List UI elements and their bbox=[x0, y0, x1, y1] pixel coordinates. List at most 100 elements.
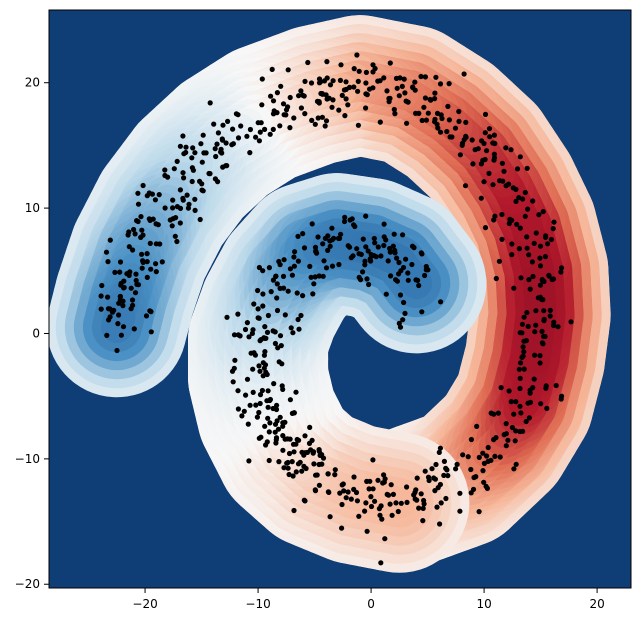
scatter-point bbox=[392, 111, 398, 117]
scatter-point bbox=[484, 453, 490, 459]
scatter-point bbox=[517, 385, 523, 392]
scatter-point bbox=[400, 232, 406, 238]
scatter-point bbox=[347, 244, 353, 250]
scatter-point bbox=[332, 467, 338, 473]
scatter-point bbox=[170, 205, 176, 211]
scatter-point bbox=[272, 329, 278, 335]
scatter-point bbox=[117, 269, 123, 275]
scatter-point bbox=[520, 428, 526, 434]
scatter-point bbox=[245, 421, 251, 427]
scatter-point bbox=[207, 171, 213, 177]
scatter-point bbox=[418, 250, 424, 256]
scatter-point bbox=[449, 134, 455, 140]
scatter-point bbox=[526, 277, 532, 283]
scatter-point bbox=[305, 59, 311, 66]
scatter-point bbox=[267, 131, 273, 137]
scatter-point bbox=[247, 150, 253, 156]
scatter-point bbox=[320, 273, 326, 279]
scatter-point bbox=[289, 272, 295, 278]
scatter-point bbox=[356, 513, 362, 519]
scatter-point bbox=[138, 234, 144, 240]
scatter-point bbox=[418, 491, 424, 497]
scatter-point bbox=[296, 326, 302, 332]
scatter-point bbox=[298, 88, 304, 94]
scatter-point bbox=[324, 96, 330, 102]
scatter-point bbox=[524, 165, 530, 171]
scatter-point bbox=[363, 80, 369, 86]
scatter-point bbox=[525, 323, 531, 329]
scatter-point bbox=[181, 151, 187, 157]
scatter-point bbox=[251, 301, 257, 307]
scatter-point bbox=[256, 409, 262, 416]
scatter-point bbox=[469, 137, 475, 143]
scatter-point bbox=[278, 343, 284, 349]
scatter-point bbox=[491, 155, 498, 161]
scatter-point bbox=[400, 264, 407, 271]
scatter-point bbox=[174, 204, 180, 210]
scatter-point bbox=[368, 258, 374, 264]
scatter-point bbox=[290, 473, 296, 479]
scatter-point bbox=[540, 333, 547, 339]
scatter-point bbox=[248, 350, 254, 356]
scatter-point bbox=[422, 468, 428, 474]
scatter-point bbox=[568, 319, 574, 325]
scatter-point bbox=[541, 308, 547, 314]
scatter-point bbox=[267, 397, 273, 404]
scatter-point bbox=[242, 326, 249, 333]
scatter-point bbox=[338, 231, 344, 237]
scatter-point bbox=[139, 265, 145, 271]
scatter-point bbox=[148, 266, 154, 272]
scatter-point bbox=[200, 132, 206, 138]
scatter-point bbox=[189, 178, 195, 185]
scatter-point bbox=[517, 403, 523, 409]
scatter-point bbox=[446, 81, 452, 87]
scatter-point bbox=[437, 129, 444, 135]
scatter-point bbox=[148, 309, 154, 315]
scatter-point bbox=[370, 486, 376, 492]
scatter-point bbox=[405, 277, 411, 283]
scatter-point bbox=[363, 213, 369, 219]
scatter-point bbox=[375, 78, 381, 84]
scatter-point bbox=[381, 75, 387, 81]
scatter-point bbox=[503, 145, 509, 151]
scatter-point bbox=[432, 90, 438, 96]
scatter-point bbox=[366, 486, 372, 492]
scatter-point bbox=[486, 126, 493, 132]
scatter-point bbox=[506, 388, 512, 394]
scatter-point bbox=[437, 81, 444, 87]
scatter-point bbox=[249, 330, 255, 336]
scatter-point bbox=[192, 196, 198, 202]
scatter-point bbox=[300, 293, 306, 299]
scatter-point bbox=[393, 277, 399, 283]
scatter-point bbox=[387, 245, 393, 252]
scatter-point bbox=[280, 101, 287, 107]
scatter-point bbox=[541, 316, 547, 322]
scatter-point bbox=[404, 499, 410, 505]
scatter-point bbox=[537, 263, 544, 269]
scatter-point bbox=[490, 182, 496, 188]
scatter-point bbox=[364, 528, 370, 534]
scatter-point bbox=[339, 501, 345, 508]
scatter-point bbox=[254, 414, 260, 420]
scatter-point bbox=[121, 278, 127, 284]
scatter-point bbox=[478, 195, 484, 201]
scatter-point bbox=[533, 308, 539, 314]
scatter-point bbox=[432, 96, 438, 102]
scatter-point bbox=[106, 317, 112, 323]
scatter-point bbox=[257, 129, 263, 135]
scatter-point bbox=[192, 207, 198, 213]
scatter-point bbox=[262, 126, 268, 132]
scatter-point bbox=[386, 99, 392, 105]
scatter-point bbox=[255, 120, 261, 126]
scatter-point bbox=[511, 411, 517, 417]
scatter-point bbox=[370, 85, 376, 91]
scatter-point bbox=[135, 282, 142, 288]
scatter-point bbox=[285, 67, 291, 73]
scatter-point bbox=[343, 495, 349, 501]
scatter-point bbox=[103, 249, 110, 255]
scatter-point bbox=[341, 488, 347, 494]
scatter-point bbox=[457, 490, 463, 496]
scatter-point bbox=[537, 243, 544, 249]
scatter-point bbox=[339, 92, 345, 98]
scatter-point bbox=[274, 281, 280, 287]
